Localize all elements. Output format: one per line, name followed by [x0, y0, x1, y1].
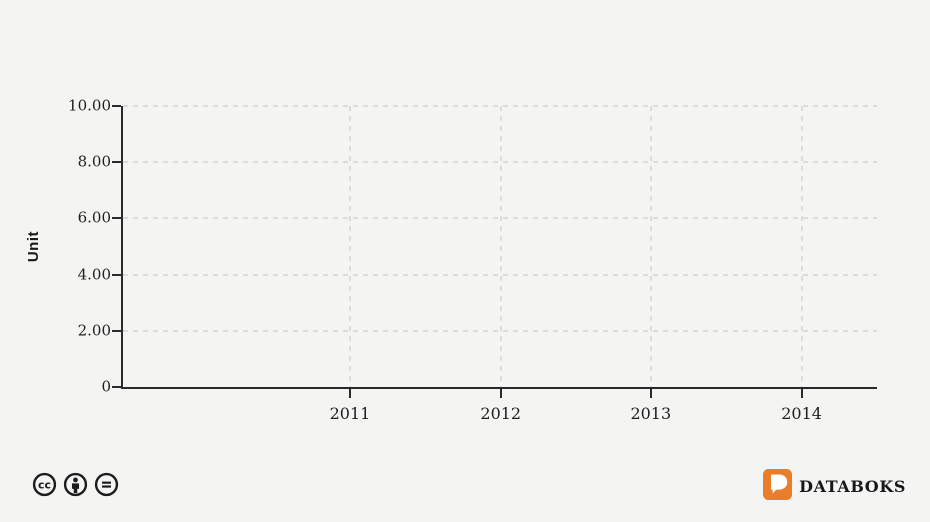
y-tick-mark: [112, 273, 121, 276]
gridline-vertical: [499, 106, 502, 387]
y-tick-label: 0: [101, 377, 111, 396]
x-tick-mark: [649, 389, 652, 398]
y-tick-mark: [112, 161, 121, 164]
y-tick-mark: [112, 217, 121, 220]
y-axis-labels: 0 2.00 4.00 6.00 8.00 10.00: [0, 98, 111, 394]
x-tick-mark: [800, 389, 803, 398]
brand-wordmark: DATABOKS: [799, 477, 906, 496]
no-derivatives-icon: [94, 472, 119, 497]
x-tick-label: 2014: [781, 404, 822, 423]
y-tick-label: 10.00: [68, 96, 111, 115]
brand-logo: DATABOKS: [763, 469, 906, 504]
x-axis-labels: 2011 2012 2013 2014: [123, 404, 877, 426]
x-tick-label: 2011: [329, 404, 371, 423]
y-tick-label: 4.00: [77, 265, 111, 284]
x-tick-label: 2012: [480, 404, 522, 423]
databoks-icon: [763, 469, 793, 504]
cc-icon: cc: [32, 472, 57, 497]
y-axis-line: [121, 106, 123, 387]
y-tick-label: 8.00: [77, 152, 111, 171]
gridline-vertical: [800, 106, 803, 387]
svg-text:cc: cc: [38, 478, 51, 491]
y-tick-label: 2.00: [77, 321, 111, 340]
y-tick-mark: [112, 386, 121, 388]
gridline-vertical: [348, 106, 351, 387]
y-tick-label: 6.00: [77, 208, 111, 227]
y-tick-mark: [112, 105, 121, 107]
x-tick-mark: [348, 389, 351, 398]
gridline-vertical: [649, 106, 652, 387]
x-tick-label: 2013: [630, 404, 672, 423]
x-axis-line: [121, 387, 877, 389]
y-tick-mark: [112, 329, 121, 332]
x-tick-mark: [499, 389, 502, 398]
attribution-icon: [63, 472, 88, 497]
plot-area: [112, 105, 877, 398]
license-icons: cc: [32, 472, 119, 497]
